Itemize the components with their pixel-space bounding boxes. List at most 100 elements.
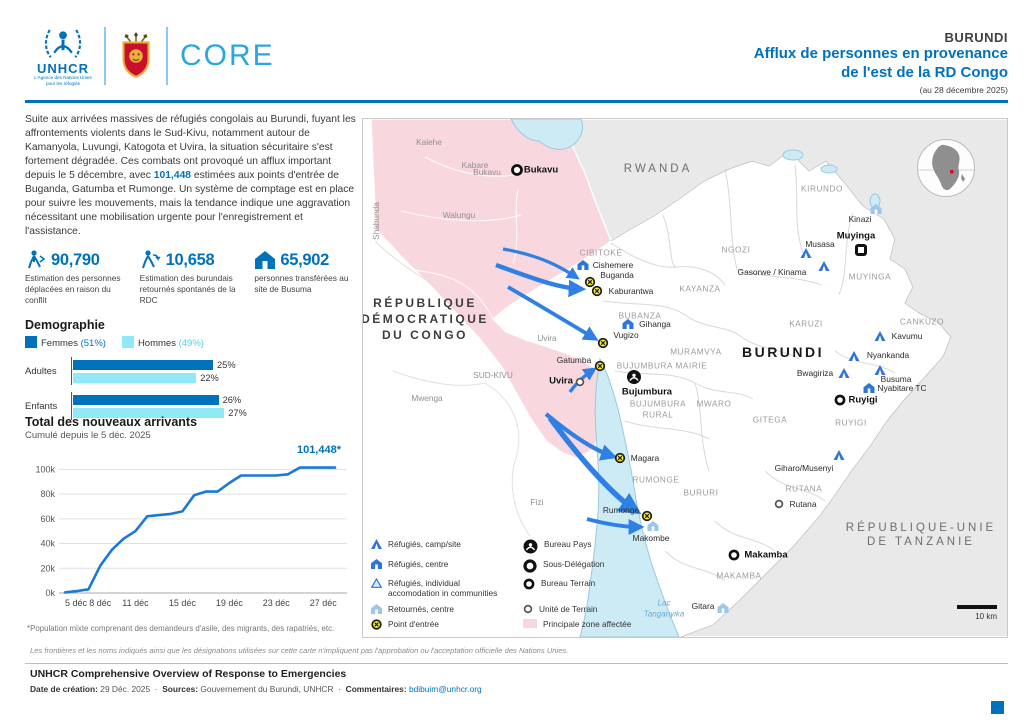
entry-icon <box>641 510 653 522</box>
legend-label: Réfugiés, centre <box>388 559 449 569</box>
individual-icon <box>370 577 383 588</box>
unite-icon <box>523 604 533 614</box>
legend-item: Réfugiés, centre <box>371 559 519 573</box>
unhcr-logo: UNHCR L'Agence des Nations Unies pour le… <box>34 26 92 86</box>
city-ring-icon <box>511 164 524 177</box>
map-base-svg <box>370 119 1007 637</box>
arrivals-chart-subtitle: Cumulé depuis le 5 déc. 2025 <box>25 430 151 441</box>
page-title: Afflux de personnes en provenance de l'e… <box>753 45 1008 81</box>
chart-footnote: *Population mixte comprenant des demande… <box>27 624 335 633</box>
bureau-terrain-icon <box>834 394 846 406</box>
demo-bar-value: 27% <box>228 407 247 418</box>
demo-category-label: Adultes <box>25 365 57 377</box>
map-disclaimer: Les frontières et les noms indiqués ains… <box>30 646 569 655</box>
legend-label: Réfugiés, camp/site <box>388 539 461 549</box>
camp-icon <box>371 539 382 549</box>
unhcr-wordmark: UNHCR <box>37 61 89 76</box>
legend-label: Retournés, centre <box>388 603 454 614</box>
demographics-legend: Femmes (51%) Hommes (49%) <box>25 336 360 349</box>
africa-map-icon <box>918 144 974 191</box>
legend-label: Principale zone affectée <box>543 619 632 630</box>
svg-text:0k: 0k <box>45 588 55 598</box>
header-titles: BURUNDI Afflux de personnes en provenanc… <box>754 30 1008 95</box>
entry-icon <box>591 285 603 297</box>
legend-item: Réfugiés, individual accomodation in com… <box>370 577 519 599</box>
arrivals-chart-section: Total des nouveaux arrivants Cumulé depu… <box>25 415 365 618</box>
header-divider-2 <box>166 27 168 85</box>
centre-icon <box>577 260 589 270</box>
lake-kivu <box>510 119 584 150</box>
scale-bar <box>957 605 997 609</box>
centre-icon <box>622 319 634 329</box>
demo-bar-femmes <box>73 359 213 370</box>
svg-text:11 déc: 11 déc <box>122 598 149 608</box>
centre-icon <box>863 383 875 393</box>
map-region-affected <box>370 119 612 459</box>
sous-del-icon <box>523 559 537 573</box>
map-panel: RWANDA RÉPUBLIQUE DÉMOCRATIQUE DU CONGO BURU… <box>362 118 1008 638</box>
arrivals-line-chart: 0k 20k 40k 60k 80k 100k 5 déc 8 déc 11 déc 15 déc… <box>35 444 347 608</box>
hommes-swatch <box>121 336 134 348</box>
femmes-swatch <box>25 336 37 348</box>
svg-text:23 déc: 23 déc <box>263 598 291 608</box>
demo-bar-femmes <box>73 394 219 405</box>
demo-bar-hommes <box>73 407 225 418</box>
camp-icon <box>833 450 845 460</box>
stat-label: Estimation des personnes déplacées en ra… <box>25 273 121 305</box>
legend-label: Unité de Terrain <box>539 603 598 614</box>
entry-icon <box>584 276 596 288</box>
bureau-pays-icon <box>523 539 538 554</box>
entry-icon <box>614 452 626 464</box>
svg-text:5 déc: 5 déc <box>65 598 88 608</box>
svg-text:40k: 40k <box>40 539 55 549</box>
demo-bar-hommes <box>73 372 197 383</box>
ret-centre-icon <box>717 603 729 613</box>
shelter-icon <box>255 251 276 269</box>
svg-text:19 déc: 19 déc <box>216 598 244 608</box>
demo-bar-row: Enfants 26% 27% <box>25 392 360 420</box>
stat-displaced: 90,790 Estimation des personnes déplacée… <box>25 250 132 305</box>
svg-text:60k: 60k <box>40 514 55 524</box>
legend-item: Principale zone affectée <box>523 619 695 630</box>
sous-del-square-icon <box>855 244 868 257</box>
camp-icon <box>874 331 886 341</box>
stat-value: 65,902 <box>280 250 330 269</box>
legend-item: Unité de Terrain <box>523 604 695 614</box>
entry-icon <box>594 360 606 372</box>
stat-transferred: 65,902 personnes transférées au site de … <box>254 250 361 305</box>
stat-label: Estimation des burundais retournés spont… <box>139 273 236 305</box>
demo-bar-row: Adultes 25% 22% <box>25 357 360 385</box>
entry-icon <box>371 619 382 630</box>
stat-label: personnes transférées au site de Busuma <box>254 273 349 294</box>
legend-item: Réfugiés, camp/site <box>371 539 519 554</box>
footer-title: UNHCR Comprehensive Overview of Response… <box>30 668 347 680</box>
svg-text:8 déc: 8 déc <box>89 598 112 608</box>
unhcr-emblem-icon <box>44 29 82 58</box>
legend-label: Point d'entrée <box>388 619 439 630</box>
demo-category-label: Enfants <box>25 400 58 412</box>
legend-item: Sous-Délégation <box>523 559 695 573</box>
unite-icon <box>774 499 784 509</box>
core-logo: CORE <box>180 39 275 72</box>
bureau-terrain-icon <box>728 549 740 561</box>
header-rule <box>25 100 1008 103</box>
legend-label: Sous-Délégation <box>543 559 605 569</box>
map-legend: Réfugiés, camp/site Bureau Pays Réfugiés, … <box>370 539 695 630</box>
stat-value: 90,790 <box>51 250 100 269</box>
demographics-section: Demographie Femmes (51%) Hommes (49%) Ad… <box>25 318 360 427</box>
africa-locator-inset <box>917 139 975 197</box>
camp-icon <box>874 365 886 375</box>
legend-item: Bureau Terrain <box>523 578 695 599</box>
footer-meta: Date de création: 29 Déc. 2025 · Sources… <box>30 684 482 694</box>
ret-centre-icon <box>870 204 882 214</box>
demographics-bar-chart: Adultes 25% 22% Enfants 26% 27% <box>25 357 360 420</box>
contact-email[interactable]: bdibuim@unhcr.org <box>408 684 482 694</box>
legend-label: Bureau Pays <box>544 539 592 549</box>
camp-icon <box>800 248 812 258</box>
stats-row: 90,790 Estimation des personnes déplacée… <box>25 250 361 305</box>
page-corner-mark <box>991 701 1004 714</box>
header-divider <box>104 27 106 85</box>
svg-text:101,448*: 101,448* <box>297 444 342 456</box>
bureau-terrain-icon <box>523 578 535 590</box>
legend-label: Réfugiés, individual accomodation in com… <box>388 578 498 599</box>
